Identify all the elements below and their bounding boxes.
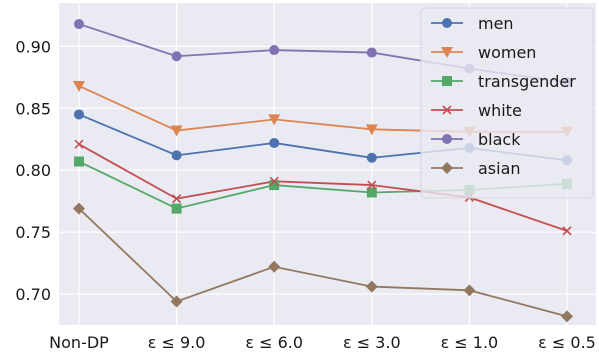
data-point-white <box>562 226 572 236</box>
data-point-women <box>268 114 281 126</box>
data-point-transgender <box>269 180 280 191</box>
data-point-white <box>172 194 182 204</box>
y-tick-label: 0.80 <box>15 161 51 180</box>
data-point-black <box>366 47 377 58</box>
legend-marker-black <box>442 134 452 144</box>
y-tick-label: 0.90 <box>15 37 51 56</box>
data-point-white <box>269 176 279 186</box>
data-point-men <box>269 137 280 148</box>
legend-box <box>420 7 594 199</box>
data-point-asian <box>170 295 183 308</box>
data-point-women <box>365 124 378 136</box>
legend-marker-asian <box>441 162 453 174</box>
x-tick-label: ε ≤ 0.5 <box>538 333 596 352</box>
y-tick-labels: 0.70 0.75 0.80 0.85 0.90 <box>15 37 51 304</box>
legend-marker-transgender <box>442 76 452 86</box>
legend-marker-men <box>442 18 452 28</box>
x-tick-label: ε ≤ 3.0 <box>343 333 401 352</box>
x-tick-label: ε ≤ 1.0 <box>441 333 499 352</box>
data-point-women <box>73 80 85 92</box>
legend: men women transgender white black asian <box>420 7 594 199</box>
legend-label-women: women <box>478 43 536 62</box>
data-point-asian <box>463 284 476 297</box>
legend-label-men: men <box>478 14 514 33</box>
data-point-asian <box>268 260 281 273</box>
data-point-asian <box>561 310 573 323</box>
y-tick-label: 0.85 <box>15 99 51 118</box>
legend-marker-women <box>441 47 453 58</box>
legend-label-transgender: transgender <box>478 72 576 91</box>
data-point-white <box>74 139 84 149</box>
series-line-white <box>78 143 568 232</box>
legend-label-asian: asian <box>478 159 521 178</box>
data-point-women <box>170 125 183 137</box>
data-point-transgender <box>366 187 377 198</box>
data-point-men <box>366 152 377 163</box>
legend-marker-white <box>442 105 452 115</box>
x-tick-label: Non-DP <box>49 333 109 352</box>
x-tick-label: ε ≤ 6.0 <box>245 333 303 352</box>
y-tick-label: 0.70 <box>15 285 51 304</box>
legend-label-white: white <box>478 101 522 120</box>
data-point-asian <box>365 280 378 293</box>
data-point-black <box>74 19 84 30</box>
data-point-men <box>171 150 182 161</box>
y-tick-label: 0.75 <box>15 223 51 242</box>
data-point-white <box>367 180 377 190</box>
legend-label-black: black <box>478 130 521 149</box>
data-point-transgender <box>171 203 182 214</box>
data-point-black <box>171 51 182 62</box>
x-tick-label: ε ≤ 9.0 <box>148 333 206 352</box>
data-point-men <box>74 109 84 120</box>
x-tick-labels: Non-DP ε ≤ 9.0 ε ≤ 6.0 ε ≤ 3.0 ε ≤ 1.0 ε ≤ 0.… <box>49 333 596 352</box>
data-point-asian <box>73 202 85 215</box>
data-point-transgender <box>74 156 84 167</box>
series-line-asian <box>78 207 568 318</box>
data-point-black <box>269 45 280 56</box>
